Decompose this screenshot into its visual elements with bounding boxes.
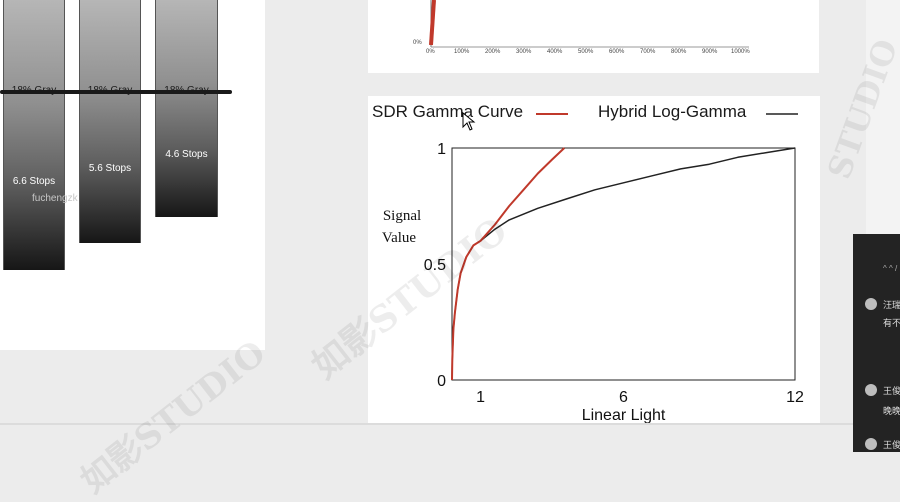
- plot-frame: [451, 147, 796, 381]
- top-x-tick: 900%: [702, 49, 718, 55]
- top-chart-svg: [429, 0, 749, 48]
- top-y-tick-0: 0%: [413, 40, 422, 46]
- top-x-tick: 600%: [609, 49, 625, 55]
- top-x-tick: 300%: [516, 49, 532, 55]
- top-x-tick: 700%: [640, 49, 656, 55]
- x-axis-label: Linear Light: [582, 407, 666, 423]
- stops-bar-3: 18% Gray 4.6 Stops: [155, 0, 218, 217]
- mouse-cursor-icon: [462, 112, 476, 131]
- top-x-tick: 0%: [426, 49, 435, 55]
- chat-header: ^ ^ /: [883, 264, 898, 273]
- stops-label-2: 5.6 Stops: [88, 163, 132, 174]
- stops-label-1: 6.6 Stops: [12, 176, 56, 187]
- top-x-tick: 800%: [671, 49, 687, 55]
- chat-panel[interactable]: ^ ^ / 汪瑞 有不 王俊 晚晚 王俊: [853, 234, 900, 452]
- y-axis-label: Value: [382, 230, 416, 246]
- legend-hlg-label: Hybrid Log-Gamma: [598, 102, 747, 121]
- y-tick-label: 0.5: [424, 257, 446, 274]
- stops-bar-1: 18% Gray 6.6 Stops: [3, 0, 65, 270]
- avatar: [865, 384, 877, 396]
- top-chart-fragment: 0% 0% 100% 200% 300% 400% 500% 600% 700%…: [368, 0, 819, 73]
- y-tick-label: 1: [437, 141, 446, 158]
- hlg-chart-panel: SDR Gamma Curve Hybrid Log-Gamma 0 0.5 1 1 6…: [368, 96, 820, 423]
- top-chart-red-line: [429, 0, 436, 46]
- top-x-tick: 200%: [485, 49, 501, 55]
- stops-label-3: 4.6 Stops: [165, 149, 208, 160]
- hlg-chart-svg: 0 0.5 1 1 6 12 Linear Light Signal Value: [382, 113, 804, 423]
- series-line: [451, 147, 565, 381]
- top-x-tick: 1000%: [731, 49, 750, 55]
- x-tick-label: 1: [476, 389, 485, 406]
- avatar: [865, 298, 877, 310]
- content-bottom-edge: [0, 423, 853, 425]
- chat-message-text: 有不: [883, 318, 900, 328]
- legend-sdr-label: SDR Gamma Curve: [372, 102, 524, 121]
- watermark: 如影STUDIO: [73, 333, 274, 502]
- chat-message-text: 晚晚: [883, 406, 900, 416]
- chat-sender-name: 王俊: [883, 440, 900, 450]
- y-axis-label: Signal: [383, 208, 421, 224]
- stops-bar-2: 18% Gray 5.6 Stops: [79, 0, 141, 243]
- avatar: [865, 438, 877, 450]
- gray-level-rail: [0, 90, 232, 94]
- top-x-tick: 500%: [578, 49, 594, 55]
- y-tick-label: 0: [437, 373, 446, 390]
- chat-sender-name: 汪瑞: [883, 300, 900, 310]
- top-x-tick: 400%: [547, 49, 563, 55]
- x-tick-label: 12: [786, 389, 804, 406]
- x-tick-label: 6: [619, 389, 628, 406]
- stops-figure: 18% Gray 6.6 Stops 18% Gray 5.6 Stops 18…: [0, 0, 265, 350]
- small-watermark: fuchengzk: [32, 193, 78, 204]
- top-x-tick: 100%: [454, 49, 470, 55]
- chat-sender-name: 王俊: [883, 386, 900, 396]
- series-line: [451, 147, 796, 381]
